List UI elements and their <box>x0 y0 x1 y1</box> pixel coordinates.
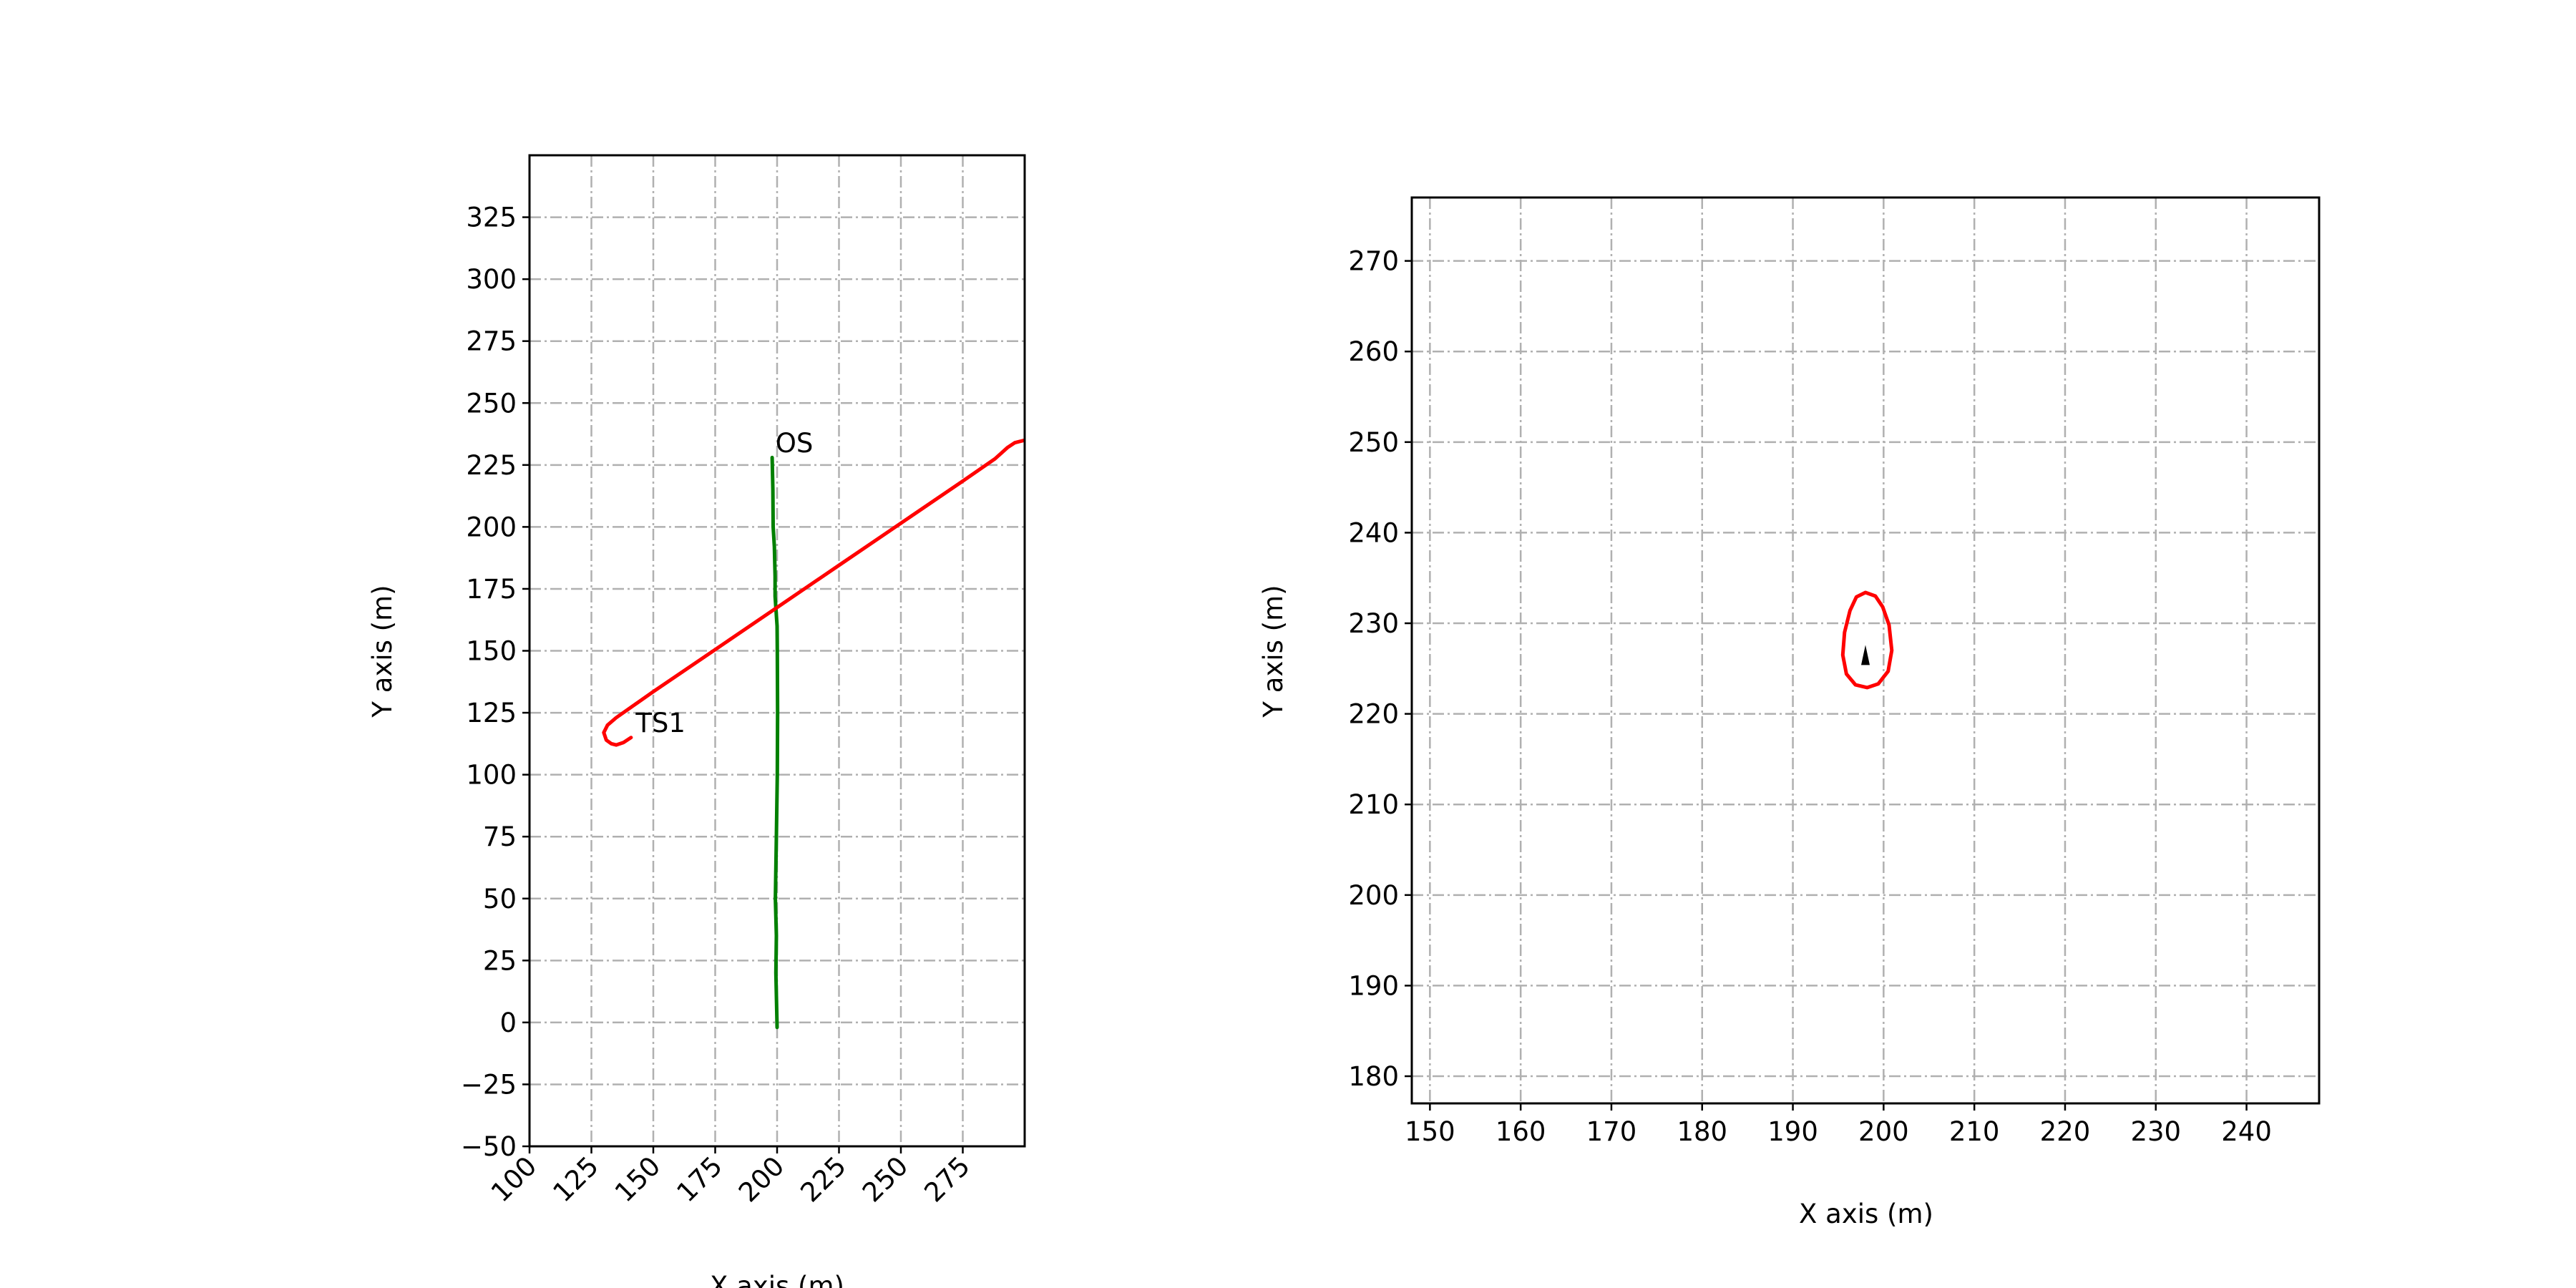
left-y-tick-label: 300 <box>466 264 517 295</box>
left-annotation-ts1: TS1 <box>635 708 686 738</box>
right-x-tick-label: 150 <box>1405 1116 1455 1147</box>
left-y-tick-label: 75 <box>483 821 517 852</box>
left-series-1-line <box>602 438 1025 747</box>
right-x-tick-label: 220 <box>2040 1116 2091 1147</box>
right-axes-frame <box>1410 196 2321 1105</box>
left-y-tick-label: 225 <box>466 450 517 481</box>
left-x-tick-label: 225 <box>795 1151 852 1208</box>
right-x-tick-label: 200 <box>1858 1116 1909 1147</box>
right-y-axis-label: Y axis (m) <box>1258 585 1289 718</box>
left-x-tick-label: 250 <box>857 1151 914 1208</box>
right-y-tick-label: 250 <box>1348 427 1399 458</box>
left-y-tick-label: 200 <box>466 512 517 542</box>
right-y-tick-label: 210 <box>1348 789 1399 820</box>
left-series-0-line <box>770 455 780 1030</box>
right-zoom-plot: X axis (m) Y axis (m) 150 160 170 180 190 200… <box>1258 196 2321 1229</box>
right-x-tick-label: 190 <box>1767 1116 1818 1147</box>
left-y-tick-label: 325 <box>466 203 517 233</box>
left-y-axis-label: Y axis (m) <box>367 585 398 718</box>
left-y-tick-label: 50 <box>483 884 517 914</box>
right-series-0-line <box>1840 590 1894 690</box>
left-annotation-os: OS <box>776 428 814 459</box>
right-y-tick-label: 200 <box>1348 880 1399 911</box>
right-y-tick-label: 270 <box>1348 246 1399 277</box>
left-y-tick-label: 100 <box>466 760 517 791</box>
right-y-tick-label: 220 <box>1348 699 1399 730</box>
left-y-tick-label: 125 <box>466 698 517 728</box>
right-x-tick-label: 240 <box>2221 1116 2272 1147</box>
left-x-tick-label: 150 <box>609 1151 666 1208</box>
right-x-tick-label: 210 <box>1949 1116 2000 1147</box>
left-y-tick-label: 25 <box>483 945 517 976</box>
right-y-tick-label: 190 <box>1348 970 1399 1001</box>
left-y-tick-label: 250 <box>466 388 517 419</box>
right-y-tick-label: 260 <box>1348 336 1399 367</box>
left-x-tick-label: 175 <box>671 1151 728 1208</box>
left-y-tick-label: −50 <box>461 1131 517 1162</box>
right-y-tick-label: 180 <box>1348 1061 1399 1092</box>
left-y-tick-label: −25 <box>461 1069 517 1100</box>
left-y-tick-label: 175 <box>466 574 517 605</box>
right-x-tick-label: 170 <box>1586 1116 1637 1147</box>
right-vessel-marker-0 <box>1861 645 1870 665</box>
right-y-tick-label: 240 <box>1348 517 1399 548</box>
left-x-axis-label: X axis (m) <box>710 1271 844 1288</box>
left-x-tick-label: 125 <box>547 1151 605 1208</box>
left-y-tick-label: 150 <box>466 636 517 667</box>
right-y-tick-label: 230 <box>1348 608 1399 639</box>
left-y-tick-label: 275 <box>466 326 517 357</box>
left-y-tick-label: 0 <box>499 1008 517 1038</box>
right-x-tick-label: 230 <box>2130 1116 2181 1147</box>
right-x-axis-label: X axis (m) <box>1799 1199 1933 1229</box>
left-x-tick-label: 275 <box>919 1151 976 1208</box>
right-x-tick-label: 180 <box>1677 1116 1727 1147</box>
left-x-tick-label: 200 <box>733 1151 790 1208</box>
right-x-tick-label: 160 <box>1496 1116 1546 1147</box>
